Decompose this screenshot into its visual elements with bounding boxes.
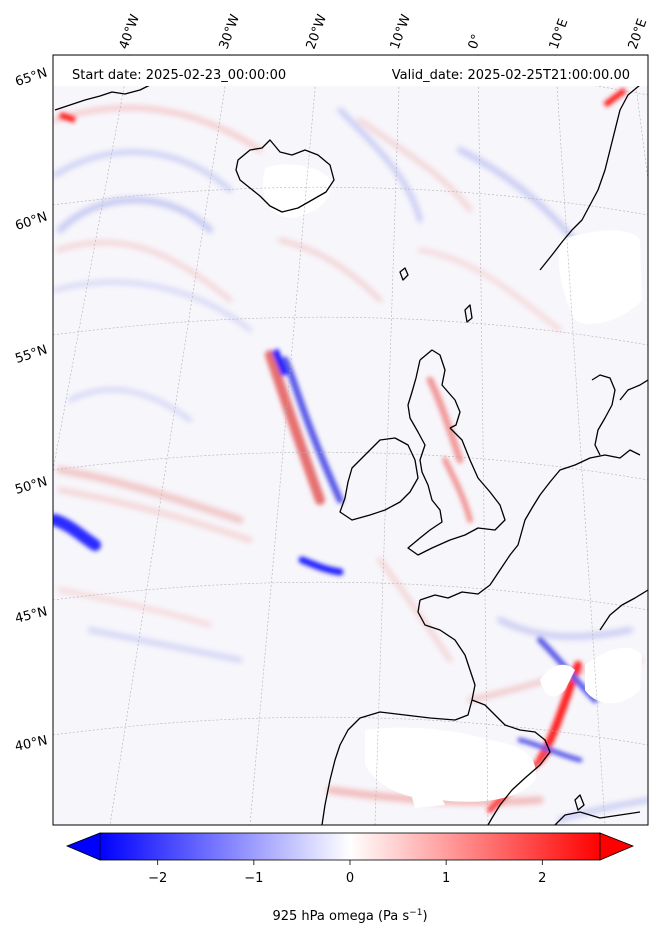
- lat-label-40n: 40°N: [14, 733, 49, 754]
- lon-label-20w: 20°W: [304, 12, 330, 51]
- denmark-coast: [591, 374, 616, 456]
- sweden-coast: [619, 379, 648, 401]
- valid-date-text: Valid_date: 2025-02-25T21:00:00.00: [392, 68, 630, 83]
- omega-field: [53, 105, 648, 823]
- shetland-islands: [464, 304, 473, 323]
- lon-label-10w: 10°W: [388, 12, 414, 51]
- faroe-islands: [399, 267, 409, 281]
- map-panel: [53, 55, 648, 825]
- lon-label-0: 0°: [466, 32, 485, 51]
- lat-label-55n: 55°N: [13, 343, 49, 367]
- lon-label-40w: 40°W: [117, 12, 143, 51]
- colorbar-tick-label: 2: [538, 871, 546, 886]
- header-band: [53, 56, 648, 86]
- lat-label-50n: 50°N: [13, 474, 49, 497]
- biscay-coast: [321, 599, 476, 825]
- greenland-coast: [54, 81, 161, 111]
- lon-label-30w: 30°W: [217, 12, 243, 51]
- colorbar-ticks: −2 −1 0 1 2: [148, 860, 546, 886]
- map-frame: [52, 54, 649, 826]
- colorbar-tick-label: −1: [244, 871, 263, 886]
- colorbar-gradient: [99, 832, 601, 861]
- colorbar-tick-label: 1: [442, 871, 450, 886]
- iberia-med-coast: [471, 699, 551, 825]
- great-britain-coast: [407, 359, 506, 556]
- longitude-labels: 40°W 30°W 20°W 10°W 0° 10°E 20°E: [117, 12, 651, 51]
- latitude-labels: 65°N 60°N 55°N 50°N 45°N 40°N: [13, 66, 49, 755]
- iceland-coast: [235, 139, 335, 213]
- scotland-coast: [419, 349, 461, 429]
- map-background: [53, 55, 648, 825]
- north-africa-coast: [554, 811, 641, 825]
- norway-coast: [539, 79, 648, 271]
- lat-label-60n: 60°N: [13, 210, 49, 234]
- ireland-coast: [339, 437, 419, 521]
- colorbar-tick-label: −2: [148, 871, 167, 886]
- graticule: [53, 55, 648, 825]
- lat-label-65n: 65°N: [13, 66, 49, 90]
- coastlines: [54, 79, 648, 825]
- europe-coast: [419, 449, 641, 601]
- lat-label-45n: 45°N: [14, 604, 49, 626]
- colorbar-extend-high: [599, 832, 635, 861]
- colorbar-label: 925 hPa omega (Pa s−1): [272, 908, 427, 924]
- start-date-text: Start date: 2025-02-23_00:00:00: [72, 68, 286, 83]
- italy-coast: [599, 589, 648, 631]
- lon-label-20e: 20°E: [626, 17, 651, 52]
- colorbar-tick-label: 0: [346, 871, 354, 886]
- lon-label-10e: 10°E: [547, 17, 572, 52]
- corsica: [574, 794, 585, 811]
- colorbar: −2 −1 0 1 2 925 hPa omega (Pa s−1): [65, 832, 635, 924]
- colorbar-extend-low: [65, 832, 101, 861]
- masked-regions: [262, 164, 642, 808]
